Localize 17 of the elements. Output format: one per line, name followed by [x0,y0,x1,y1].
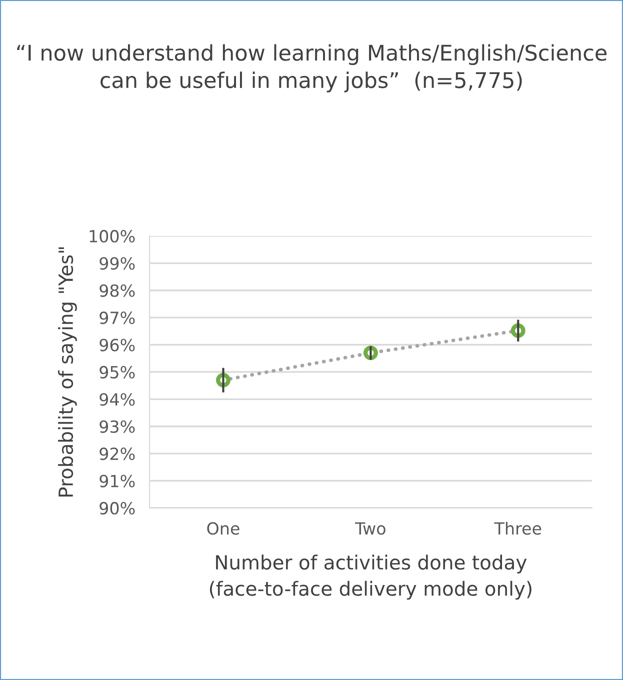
x-axis-title: Number of activities done today (face-to-face delivery mode only) [210,554,532,600]
y-tick-label: 99% [100,257,135,270]
x-tick-label: One [207,522,240,535]
y-tick-label: 98% [100,284,135,297]
y-tick-label: 92% [100,448,135,460]
y-tick-label: 91% [100,474,135,488]
x-tick-label: Three [494,522,542,535]
y-tick-label: 95% [100,366,135,379]
y-tick-label: 100% [90,230,135,243]
x-tick-label: Two [355,522,386,535]
y-tick-label: 97% [100,312,135,324]
y-tick-label: 90% [100,502,135,515]
y-tick-label: 93% [100,420,135,433]
y-axis-title: Probability of saying "Yes" [58,247,77,497]
y-tick-label: 96% [100,338,135,352]
y-tick-label: 94% [100,393,135,406]
chart-title: “I now understand how learning Maths/English/Science can be useful in many jobs” (n=5,775) [17,44,607,92]
